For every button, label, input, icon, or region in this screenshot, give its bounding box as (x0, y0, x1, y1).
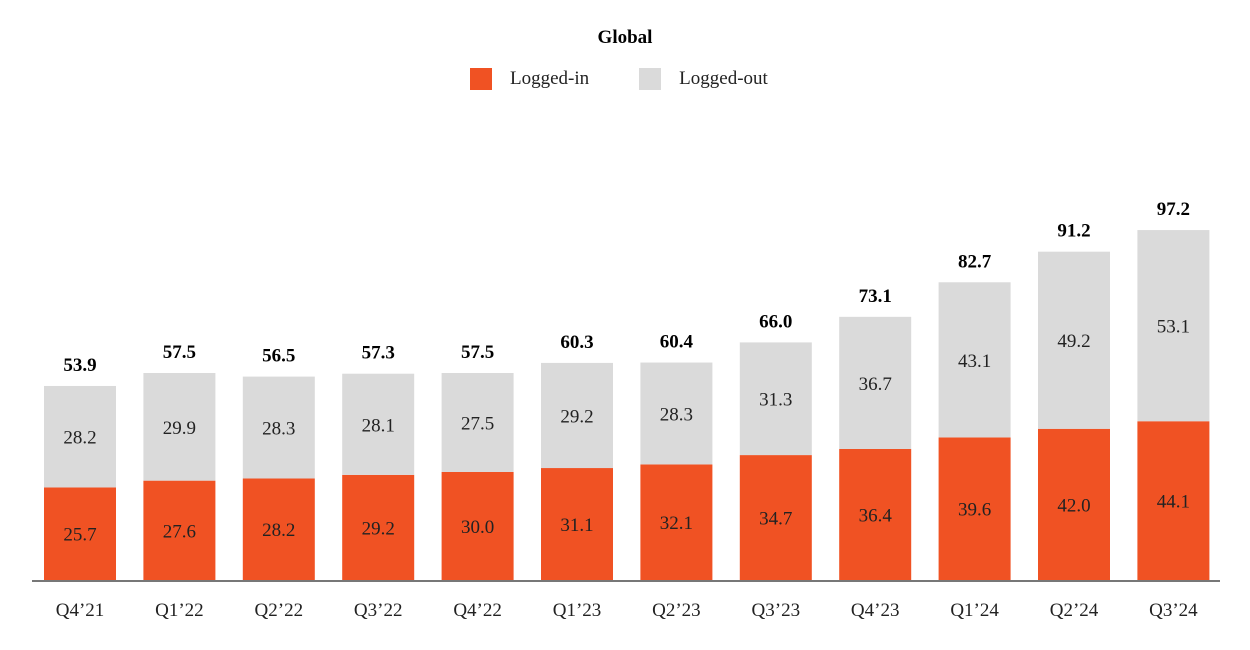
data-label-logged-in: 29.2 (362, 518, 395, 539)
x-tick-label: Q3’24 (1149, 600, 1198, 621)
bar-logged-in (1038, 428, 1110, 580)
legend-item-logged-in: Logged-in (470, 68, 589, 90)
data-label-logged-out: 28.2 (63, 428, 96, 449)
bar-logged-out (938, 282, 1011, 438)
data-label-logged-out: 28.1 (362, 415, 395, 436)
legend-swatch-logged-out (639, 68, 662, 90)
x-tick-label: Q1’24 (950, 600, 999, 621)
bar-logged-in (839, 448, 912, 580)
data-label-total: 53.9 (63, 355, 96, 376)
bar-logged-in (44, 487, 116, 580)
legend-item-logged-out: Logged-out (639, 68, 768, 90)
bar-logged-in (739, 455, 812, 580)
data-label-logged-in: 31.1 (560, 515, 593, 536)
data-label-logged-out: 36.7 (859, 374, 892, 395)
data-label-logged-out: 29.2 (560, 406, 593, 427)
bar-logged-out (44, 385, 116, 488)
data-label-total: 97.2 (1157, 199, 1190, 220)
data-label-logged-in: 30.0 (461, 517, 494, 538)
x-tick-label: Q4’23 (851, 600, 900, 621)
data-label-total: 60.3 (560, 332, 593, 353)
legend-swatch-logged-in (470, 68, 492, 90)
data-label-logged-out: 28.3 (262, 419, 295, 440)
bar-logged-in (541, 468, 613, 580)
data-label-total: 73.1 (859, 286, 892, 307)
bar-logged-in (938, 437, 1011, 580)
data-label-logged-out: 53.1 (1157, 317, 1190, 338)
data-label-total: 57.5 (163, 342, 196, 363)
bar-logged-out (143, 373, 216, 481)
data-label-logged-in: 25.7 (63, 525, 96, 546)
legend-label-logged-out: Logged-out (679, 68, 768, 89)
data-label-logged-in: 28.2 (262, 520, 295, 541)
data-label-logged-in: 42.0 (1057, 495, 1090, 516)
data-label-logged-in: 39.6 (958, 500, 991, 521)
data-label-logged-out: 27.5 (461, 414, 494, 435)
data-label-logged-in: 32.1 (660, 513, 693, 534)
data-label-logged-in: 34.7 (759, 509, 792, 530)
bar-logged-out (342, 373, 415, 475)
x-tick-label: Q3’22 (354, 600, 403, 621)
bar-logged-in (441, 472, 514, 580)
bar-logged-in (342, 474, 415, 580)
x-tick-label: Q3’23 (752, 600, 801, 621)
data-label-total: 82.7 (958, 251, 992, 272)
bar-logged-out (640, 362, 713, 465)
data-label-total: 57.3 (362, 343, 395, 364)
data-label-logged-out: 31.3 (759, 390, 792, 411)
x-tick-label: Q2’23 (652, 600, 701, 621)
bar-logged-out (242, 376, 315, 479)
data-label-total: 60.4 (660, 332, 694, 353)
bar-logged-out (1137, 230, 1210, 422)
data-label-total: 56.5 (262, 346, 295, 367)
data-label-logged-out: 28.3 (660, 405, 693, 426)
data-label-logged-out: 49.2 (1057, 331, 1090, 352)
bar-logged-in (143, 480, 216, 580)
bar-logged-out (739, 342, 812, 456)
x-tick-label: Q2’24 (1050, 600, 1099, 621)
bar-logged-out (541, 362, 613, 469)
legend-label-logged-in: Logged-in (510, 68, 590, 89)
data-label-total: 57.5 (461, 342, 494, 363)
bar-logged-in (242, 478, 315, 580)
bar-logged-out (839, 316, 912, 449)
data-label-logged-in: 36.4 (859, 505, 893, 526)
bar-logged-in (1137, 421, 1210, 580)
x-tick-label: Q4’22 (453, 600, 502, 621)
x-tick-label: Q4’21 (56, 600, 105, 621)
data-label-total: 66.0 (759, 311, 792, 332)
data-label-logged-out: 29.9 (163, 418, 196, 439)
bar-logged-in (640, 464, 713, 580)
chart-title: Global (597, 27, 653, 48)
x-tick-label: Q1’23 (553, 600, 602, 621)
x-tick-label: Q2’22 (255, 600, 304, 621)
bar-logged-out (1038, 251, 1110, 429)
data-label-logged-in: 44.1 (1157, 492, 1190, 513)
data-label-logged-out: 43.1 (958, 351, 991, 372)
bar-logged-out (441, 373, 514, 472)
data-label-logged-in: 27.6 (163, 521, 196, 542)
x-tick-label: Q1’22 (155, 600, 204, 621)
legend: Logged-in Logged-out (470, 66, 818, 92)
data-label-total: 91.2 (1057, 221, 1090, 242)
